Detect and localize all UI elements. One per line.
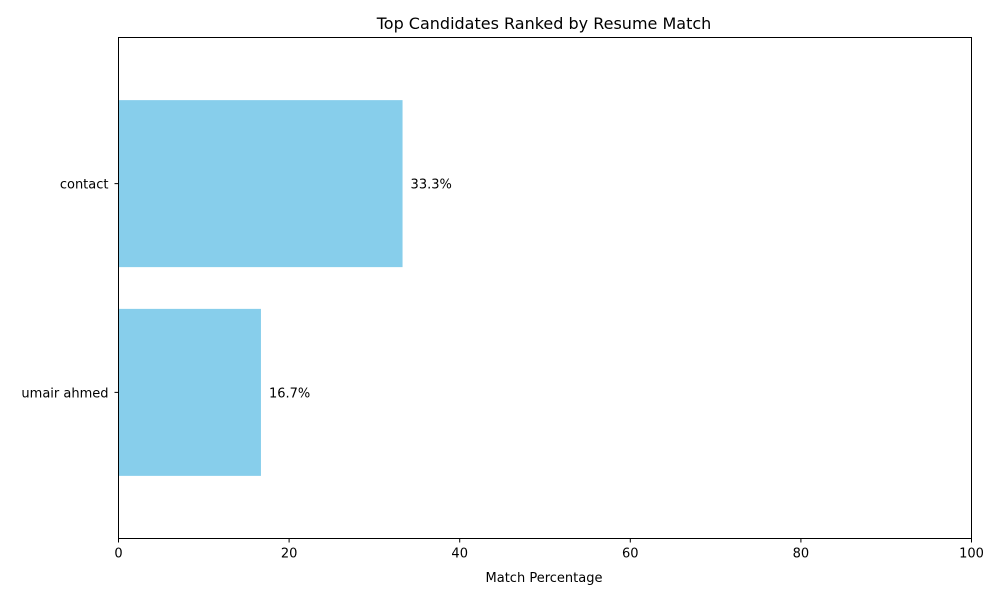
bars-layer: 33.3% 16.7% — [118, 100, 452, 476]
x-tick-label: 100 — [959, 547, 984, 562]
x-tick-label: 80 — [793, 547, 810, 562]
data-label: 16.7% — [269, 386, 310, 401]
x-tick-label: 40 — [451, 547, 468, 562]
x-tick-label: 0 — [114, 547, 122, 562]
data-label: 33.3% — [411, 178, 452, 193]
x-tick-label: 60 — [622, 547, 639, 562]
y-tick-label: contact — [60, 178, 109, 193]
bar — [118, 100, 403, 268]
chart-title: Top Candidates Ranked by Resume Match — [376, 14, 712, 33]
x-tick-label: 20 — [281, 547, 298, 562]
x-axis-label: Match Percentage — [486, 571, 603, 586]
y-tick-label: umair ahmed — [21, 386, 108, 401]
axes-layer: contact umair ahmed 0 20 40 60 80 100 — [21, 178, 983, 562]
plot-frame — [118, 37, 972, 539]
bar — [118, 308, 261, 476]
